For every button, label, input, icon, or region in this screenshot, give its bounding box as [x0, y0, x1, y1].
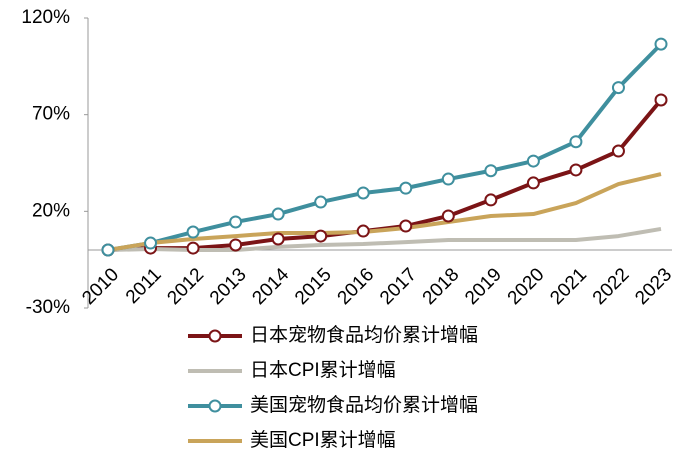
x-tick-label: 2021	[546, 264, 591, 309]
point	[526, 176, 540, 190]
point	[654, 37, 668, 51]
series-line	[107, 42, 663, 252]
point	[314, 229, 328, 243]
point	[526, 154, 540, 168]
point	[611, 144, 625, 158]
point	[186, 225, 200, 239]
point	[229, 215, 243, 229]
point	[654, 93, 668, 107]
point	[484, 193, 498, 207]
point	[356, 224, 370, 238]
y-tick-label: 120%	[21, 7, 70, 28]
x-tick-label: 2014	[248, 264, 293, 309]
point	[356, 186, 370, 200]
legend-label: 美国宠物食品均价累计增幅	[250, 394, 478, 416]
x-tick-label: 2022	[589, 264, 634, 309]
y-tick-label: 70%	[32, 104, 70, 125]
x-tick-label: 2012	[163, 264, 208, 309]
y-tick-label: -30%	[26, 297, 70, 318]
series-line	[107, 172, 662, 252]
x-tick-label: 2015	[291, 264, 336, 309]
point	[186, 241, 200, 255]
legend-marker	[208, 399, 222, 413]
point	[611, 81, 625, 95]
legend-label: 美国CPI累计增幅	[250, 429, 396, 451]
legend-marker	[208, 329, 222, 343]
point	[441, 209, 455, 223]
point	[271, 207, 285, 221]
x-tick-label: 2010	[78, 264, 123, 309]
point	[569, 135, 583, 149]
point	[101, 243, 115, 257]
x-tick-label: 2016	[334, 264, 379, 309]
point	[399, 219, 413, 233]
point	[569, 163, 583, 177]
point	[399, 181, 413, 195]
point	[144, 236, 158, 250]
x-tick-label: 2013	[206, 264, 251, 309]
x-tick-label: 2011	[122, 264, 166, 308]
point	[441, 172, 455, 186]
x-tick-label: 2023	[631, 264, 676, 309]
x-tick-label: 2019	[461, 264, 506, 309]
y-tick-label: 20%	[32, 200, 70, 221]
series-line	[107, 226, 662, 252]
x-tick-label: 2017	[376, 264, 421, 309]
point	[484, 164, 498, 178]
legend-label: 日本宠物食品均价累计增幅	[250, 324, 478, 346]
point	[271, 232, 285, 246]
legend-label: 日本CPI累计增幅	[250, 359, 396, 381]
point	[314, 195, 328, 209]
x-tick-label: 2018	[419, 264, 464, 309]
point	[229, 238, 243, 252]
x-tick-label: 2020	[504, 264, 549, 309]
